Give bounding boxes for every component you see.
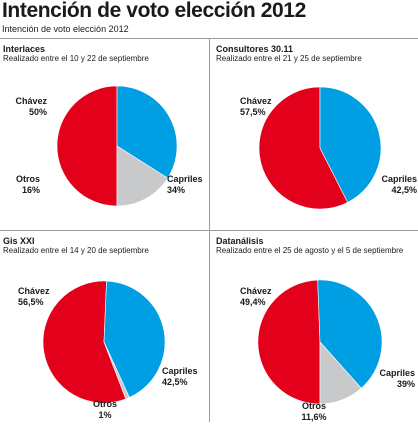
pie-slice-chavez: [258, 86, 349, 210]
slice-value: 16%: [21, 185, 40, 195]
slice-label-chavez: Chávez 56,5%: [18, 286, 50, 308]
pie-slice-capriles: [116, 85, 178, 179]
chart-title: Gis XXI: [3, 236, 35, 246]
slice-name: Chávez: [18, 286, 50, 296]
chart-title: Consultores 30.11: [216, 44, 294, 54]
slice-label-otros: Otros 11,6%: [296, 401, 332, 423]
chart-panel-gis-xxi: Gis XXI Realizado entre el 14 y 20 de se…: [3, 236, 212, 427]
chart-panel-interlaces: Interlaces Realizado entre el 10 y 22 de…: [3, 44, 212, 235]
slice-name: Capriles: [381, 174, 417, 184]
chart-title: Datanálisis: [216, 236, 264, 246]
slice-value: 56,5%: [18, 297, 44, 307]
slice-label-chavez: Chávez 50%: [15, 96, 47, 118]
chart-subtitle: Realizado entre el 10 y 22 de septiembre: [3, 54, 149, 63]
pie-slice-otros: [319, 341, 362, 405]
slice-label-otros: Otros 1%: [89, 399, 121, 421]
slice-label-capriles: Capriles 42,5%: [381, 174, 417, 196]
slice-name: Otros: [15, 174, 40, 184]
chart-title: Interlaces: [3, 44, 46, 54]
slice-label-capriles: Capriles 34%: [167, 174, 203, 196]
slice-value: 50%: [28, 107, 47, 117]
pie-slice-capriles: [317, 279, 383, 389]
slice-value: 42,5%: [162, 377, 188, 387]
slice-name: Chávez: [240, 96, 272, 106]
pie-slice-chavez: [257, 279, 321, 405]
pie-slice-otros: [103, 341, 130, 400]
pie-chart: [56, 85, 178, 207]
slice-value: 42,5%: [391, 185, 417, 195]
slice-label-capriles: Capriles 42,5%: [162, 366, 198, 388]
divider-vertical: [209, 38, 210, 422]
pie-chart: [258, 86, 382, 210]
page-subtitle: Intención de voto elección 2012: [2, 24, 129, 34]
slice-name: Otros: [92, 399, 117, 409]
slice-value: 11,6%: [301, 412, 327, 422]
slice-value: 1%: [98, 410, 112, 420]
chart-panel-consultores: Consultores 30.11 Realizado entre el 21 …: [216, 44, 418, 235]
pie-slice-chavez: [56, 85, 118, 207]
pie-slice-capriles: [319, 86, 382, 203]
pie-chart: [257, 279, 383, 405]
slice-label-chavez: Chávez 49,4%: [240, 286, 272, 308]
chart-subtitle: Realizado entre el 25 de agosto y el 5 d…: [216, 246, 404, 255]
slice-value: 34%: [167, 185, 186, 195]
slice-name: Capriles: [379, 368, 415, 378]
slice-value: 39%: [396, 379, 415, 389]
chart-panel-datanalisis: Datanálisis Realizado entre el 25 de ago…: [216, 236, 418, 427]
slice-name: Chávez: [15, 96, 47, 106]
pie-chart: [42, 280, 166, 404]
slice-name: Capriles: [162, 366, 198, 376]
slice-label-otros: Otros 16%: [16, 174, 40, 196]
slice-label-capriles: Capriles 39%: [379, 368, 415, 390]
slice-value: 57,5%: [240, 107, 266, 117]
slice-name: Otros: [301, 401, 326, 411]
slice-label-chavez: Chávez 57,5%: [240, 96, 272, 118]
pie-slice-capriles: [103, 280, 166, 398]
pie-slice-otros: [116, 145, 169, 207]
slice-name: Chávez: [240, 286, 272, 296]
chart-subtitle: Realizado entre el 21 y 25 de septiembre: [216, 54, 362, 63]
page-title: Intención de voto elección 2012: [2, 0, 306, 22]
slice-name: Capriles: [167, 174, 203, 184]
chart-subtitle: Realizado entre el 14 y 20 de septiembre: [3, 246, 149, 255]
slice-value: 49,4%: [240, 297, 266, 307]
